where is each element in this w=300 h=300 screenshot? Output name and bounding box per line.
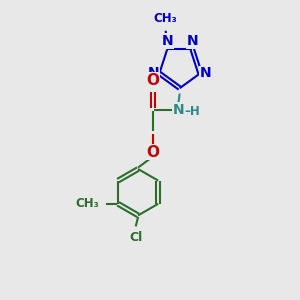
Text: N: N bbox=[161, 34, 173, 48]
Text: –H: –H bbox=[185, 105, 200, 118]
Text: O: O bbox=[146, 145, 160, 160]
Text: N: N bbox=[200, 66, 212, 80]
Text: N: N bbox=[148, 66, 159, 80]
Text: N: N bbox=[187, 34, 198, 48]
Text: N: N bbox=[172, 103, 184, 117]
Text: CH₃: CH₃ bbox=[75, 197, 99, 210]
Text: CH₃: CH₃ bbox=[154, 12, 178, 25]
Text: Cl: Cl bbox=[129, 231, 142, 244]
Text: O: O bbox=[146, 73, 160, 88]
